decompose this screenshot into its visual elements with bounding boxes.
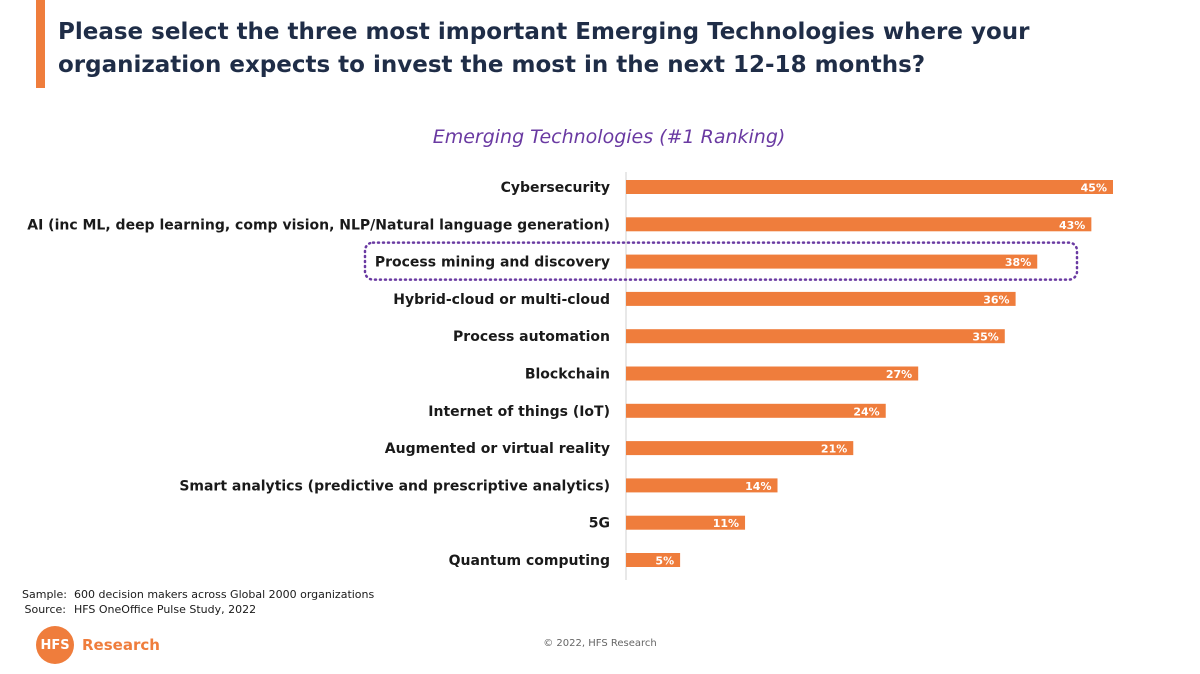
bar <box>626 515 746 530</box>
data-label: 5% <box>655 555 674 568</box>
bar <box>626 217 1092 232</box>
sample-value: 600 decision makers across Global 2000 o… <box>74 588 375 601</box>
hfs-logo: HFS Research <box>36 626 160 664</box>
data-label: 38% <box>1005 256 1031 269</box>
bar <box>626 366 919 381</box>
bar <box>626 329 1005 344</box>
data-label: 43% <box>1059 219 1085 232</box>
highlight-outline <box>363 241 1079 281</box>
logo-text: Research <box>82 636 160 654</box>
data-label: 21% <box>821 443 847 456</box>
category-label: Internet of things (IoT) <box>428 404 610 420</box>
data-label: 11% <box>713 517 739 530</box>
data-label: 14% <box>745 480 771 493</box>
title-accent-bar <box>36 0 45 88</box>
data-label: 45% <box>1081 182 1107 195</box>
bar <box>626 403 886 418</box>
page-title: Please select the three most important E… <box>58 19 1030 78</box>
category-label: Augmented or virtual reality <box>385 441 610 457</box>
source-label: Source: <box>24 603 67 616</box>
category-label: Cybersecurity <box>501 180 610 196</box>
category-label: Process automation <box>453 329 610 345</box>
copyright: © 2022, HFS Research <box>543 638 657 649</box>
source-note: Source: HFS OneOffice Pulse Study, 2022 <box>22 602 374 617</box>
bar <box>626 553 681 567</box>
bar <box>626 180 1113 194</box>
category-label: Hybrid-cloud or multi-cloud <box>393 292 610 308</box>
category-label: Smart analytics (predictive and prescrip… <box>179 478 610 494</box>
sample-label: Sample: <box>22 588 67 601</box>
bar <box>626 291 1016 306</box>
bar <box>626 254 1038 269</box>
data-label: 35% <box>972 331 998 344</box>
logo-mark: HFS <box>36 626 74 664</box>
category-label: Quantum computing <box>449 553 610 569</box>
bar <box>626 478 778 493</box>
category-label: AI (inc ML, deep learning, comp vision, … <box>27 217 610 233</box>
data-label: 36% <box>983 293 1009 306</box>
footer-notes: Sample: 600 decision makers across Globa… <box>22 587 374 617</box>
category-label: Blockchain <box>525 367 610 383</box>
chart-title: Emerging Technologies (#1 Ranking) <box>432 126 786 148</box>
bar <box>626 441 854 456</box>
data-label: 24% <box>853 405 879 418</box>
category-label: Process mining and discovery <box>375 255 610 271</box>
source-value: HFS OneOffice Pulse Study, 2022 <box>74 603 257 616</box>
data-label: 27% <box>886 368 912 381</box>
sample-note: Sample: 600 decision makers across Globa… <box>22 587 374 602</box>
category-label: 5G <box>589 516 610 532</box>
